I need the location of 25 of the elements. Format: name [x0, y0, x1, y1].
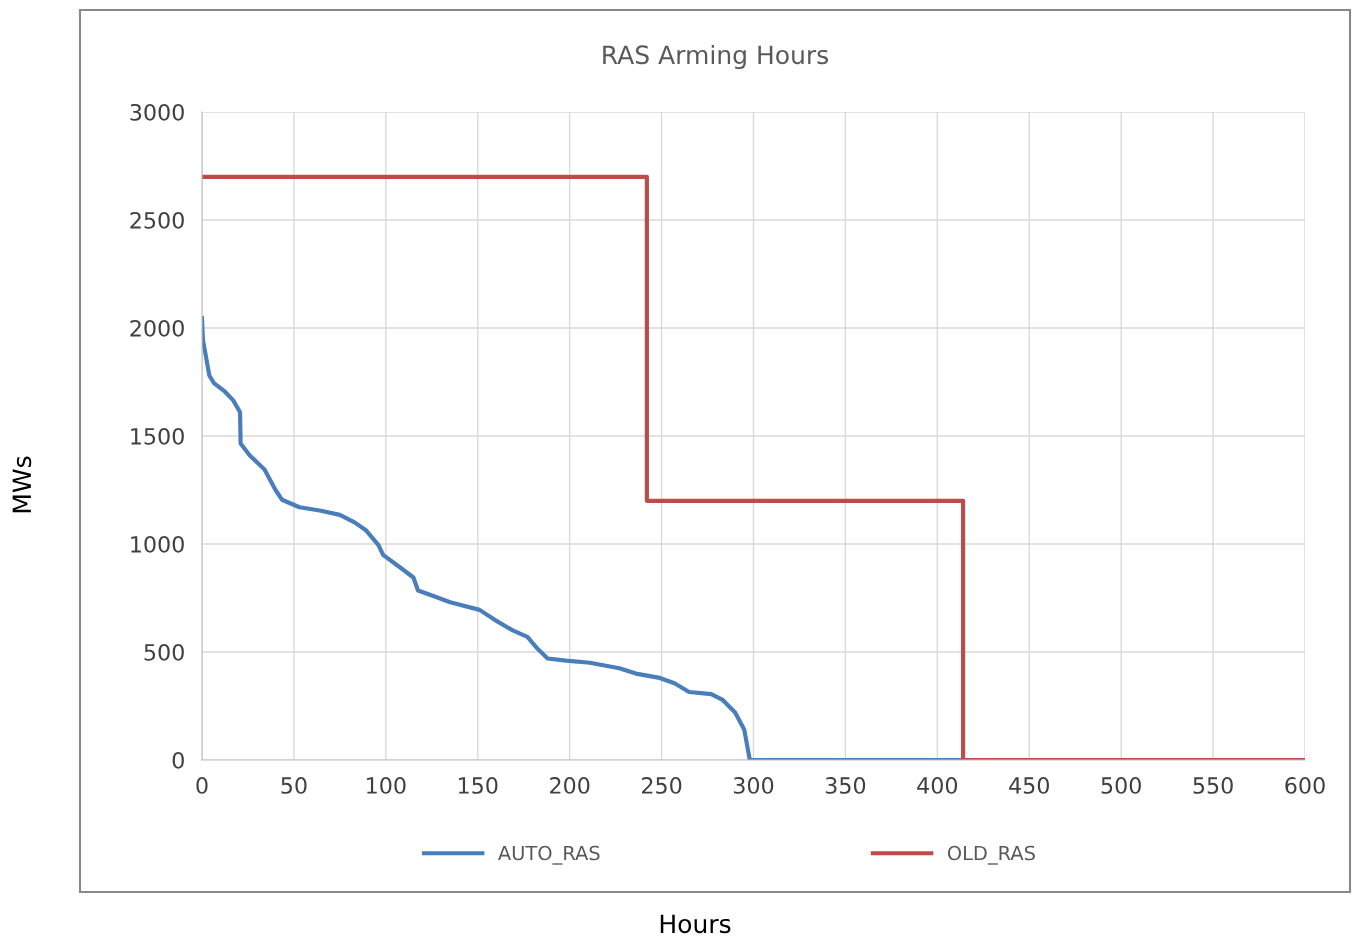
chart-title: RAS Arming Hours — [603, 44, 828, 70]
y-tick-label: 1000 — [131, 535, 184, 553]
x-tick-label: 250 — [642, 777, 682, 794]
y-tick-label: 2500 — [130, 211, 184, 229]
y-axis-title: MWs — [12, 456, 32, 513]
legend-label: AUTO_RAS — [498, 845, 600, 865]
x-tick-label: 600 — [1285, 777, 1325, 794]
y-tick-label: 1500 — [131, 427, 184, 445]
x-tick-label: 450 — [1009, 777, 1049, 794]
x-tick-label: 200 — [550, 777, 590, 794]
x-tick-label: 150 — [458, 777, 498, 794]
x-tick-label: 550 — [1193, 777, 1233, 794]
y-tick-label: 2000 — [130, 319, 184, 337]
x-tick-label: 350 — [825, 777, 866, 794]
y-tick-label: 3000 — [130, 103, 184, 121]
legend-label: OLD_RAS — [947, 845, 1035, 865]
y-tick-label: 500 — [144, 643, 184, 661]
x-tick-label: 0 — [196, 777, 208, 794]
x-tick-label: 300 — [733, 777, 774, 794]
x-tick-label: 500 — [1101, 777, 1141, 794]
x-tick-label: 400 — [917, 777, 958, 794]
y-tick-label: 0 — [172, 751, 184, 769]
x-tick-label: 100 — [367, 777, 406, 794]
x-axis-title: Hours — [660, 914, 731, 934]
x-tick-label: 50 — [281, 777, 307, 794]
